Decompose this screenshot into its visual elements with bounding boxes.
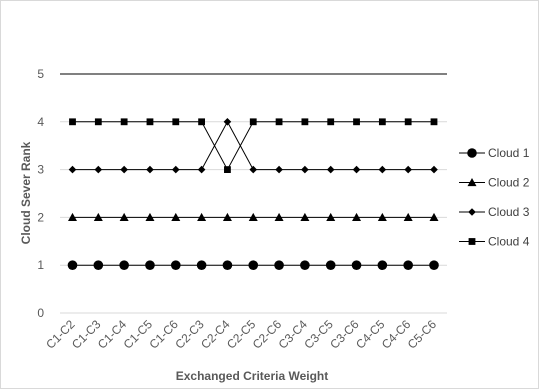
cloud-4-point xyxy=(146,118,154,126)
cloud-4-point xyxy=(378,118,386,126)
cloud-3-point xyxy=(378,165,387,174)
cloud-1-point xyxy=(351,260,362,271)
cloud-1-point xyxy=(119,260,129,271)
x-axis-title: Exchanged Criteria Weight xyxy=(176,369,328,383)
cloud-4-point xyxy=(430,118,438,126)
gridlines xyxy=(60,73,447,314)
series-markers xyxy=(67,118,439,271)
x-tick-labels: C1-C2C1-C3C1-C4C1-C5C1-C6C2-C3C2-C4C2-C5… xyxy=(43,317,439,352)
cloud-1-point xyxy=(300,260,310,271)
cloud-4-point xyxy=(198,118,206,126)
cloud-3-point xyxy=(430,165,438,174)
cloud-1-point xyxy=(170,260,181,271)
x-tick-label: C5-C6 xyxy=(405,317,440,352)
cloud-1-point xyxy=(429,260,439,271)
cloud-2-point xyxy=(248,212,258,221)
cloud-3-point xyxy=(94,165,103,174)
cloud-2-point xyxy=(429,212,439,221)
cloud-3-point xyxy=(223,118,232,126)
cloud-2-point xyxy=(145,212,155,221)
cloud-3-legend-label: Cloud 3 xyxy=(488,205,530,219)
cloud-1-point xyxy=(222,260,233,271)
cloud-2-point xyxy=(326,212,336,221)
cloud-1-point xyxy=(403,260,413,271)
cloud-3-legend-marker xyxy=(468,208,476,216)
cloud-4-legend-marker xyxy=(468,238,476,245)
cloud-1-point xyxy=(274,260,284,271)
cloud-4-point xyxy=(249,118,257,126)
cloud-4-point xyxy=(172,118,180,126)
y-tick-label: 2 xyxy=(37,210,44,224)
cloud-3-point xyxy=(249,165,258,174)
cloud-3-point xyxy=(171,165,180,174)
cloud-2-point xyxy=(222,212,232,221)
cloud-3-point xyxy=(404,165,412,174)
cloud-1-point xyxy=(145,260,155,271)
cloud-2-point xyxy=(300,212,310,221)
cloud-3-point xyxy=(301,165,309,174)
cloud-2-point xyxy=(403,212,413,221)
cloud-1-point xyxy=(325,260,336,271)
cloud-2-point xyxy=(68,212,77,221)
cloud-2-point xyxy=(377,212,387,221)
cloud-1-point xyxy=(377,260,388,271)
cloud-4-line xyxy=(72,121,434,171)
cloud-4-point xyxy=(224,166,231,173)
series-lines xyxy=(72,120,434,266)
cloud-4-point xyxy=(275,118,283,126)
cloud-1-point xyxy=(196,260,207,271)
cloud-4-legend-label: Cloud 4 xyxy=(488,235,530,249)
cloud-2-point xyxy=(93,212,103,221)
cloud-1-point xyxy=(93,260,104,271)
cloud-2-legend-label: Cloud 2 xyxy=(488,176,530,190)
cloud-2-point xyxy=(197,212,207,221)
cloud-2-point xyxy=(119,212,129,221)
y-tick-label: 0 xyxy=(37,306,44,320)
y-tick-label: 5 xyxy=(37,67,44,81)
cloud-4-point xyxy=(94,118,102,126)
cloud-4-point xyxy=(69,118,76,126)
cloud-3-point xyxy=(352,165,361,174)
cloud-3-line xyxy=(72,120,434,171)
cloud-1-legend-label: Cloud 1 xyxy=(488,146,530,160)
cloud-2-point xyxy=(171,212,181,221)
cloud-1-point xyxy=(248,260,259,271)
cloud-4-point xyxy=(301,118,309,126)
y-axis-title: Cloud Sever Rank xyxy=(19,141,33,244)
legend: Cloud 1 Cloud 2 Cloud 3 Cloud 4 xyxy=(459,146,530,249)
cloud-2-point xyxy=(274,212,284,221)
cloud-4-point xyxy=(353,118,360,126)
cloud-3-point xyxy=(275,165,283,174)
y-tick-label: 3 xyxy=(37,163,44,177)
cloud-2-point xyxy=(352,212,362,221)
cloud-3-point xyxy=(326,165,335,174)
y-tick-label: 4 xyxy=(37,115,44,129)
cloud-1-point xyxy=(67,260,78,271)
cloud-3-point xyxy=(68,165,77,174)
cloud-3-point xyxy=(197,165,206,174)
y-tick-labels: 0 1 2 3 4 5 xyxy=(37,67,44,320)
cloud-3-point xyxy=(120,165,128,174)
cloud-4-point xyxy=(120,118,128,126)
cloud-1-legend-marker xyxy=(467,148,477,158)
cloud-2-legend-marker xyxy=(467,178,477,187)
y-tick-label: 1 xyxy=(37,258,44,272)
cloud-4-point xyxy=(404,118,412,126)
cloud-3-point xyxy=(146,165,154,174)
cloud-4-point xyxy=(327,118,335,126)
